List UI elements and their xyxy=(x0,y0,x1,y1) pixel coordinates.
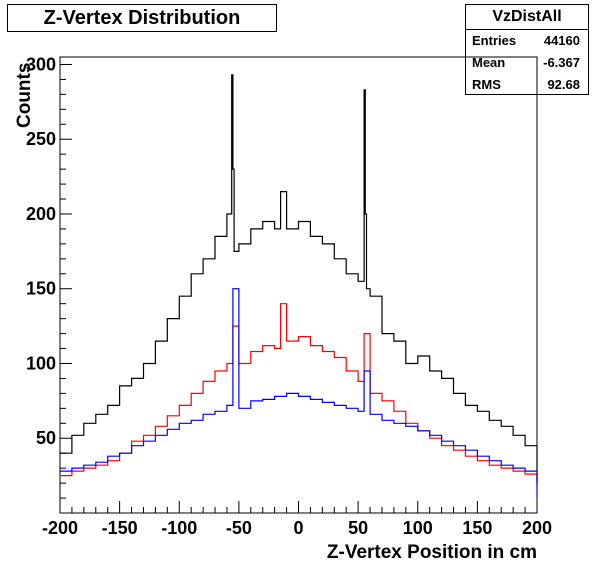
stats-label: Mean xyxy=(472,55,506,70)
stats-label: RMS xyxy=(472,77,501,92)
stats-value: -6.367 xyxy=(543,55,580,70)
axis-layer: -200 -150 -100 -50 0 50 100 150 200 50 100 150 200 25… xyxy=(26,54,552,538)
y-axis-label: Counts xyxy=(14,63,35,128)
x-tick-label: -100 xyxy=(161,518,197,538)
x-axis-label: Z-Vertex Position in cm xyxy=(327,542,537,563)
stats-box: VzDistAll Entries 44160 Mean -6.367 RMS … xyxy=(465,4,589,95)
stats-row-mean: Mean -6.367 xyxy=(466,52,588,74)
y-tick-label: 50 xyxy=(36,428,56,448)
stats-value: 92.68 xyxy=(547,77,580,92)
series-line-2 xyxy=(60,288,538,498)
x-tick-label: -200 xyxy=(42,518,78,538)
series-line-0 xyxy=(60,74,538,484)
stats-label: Entries xyxy=(472,33,517,48)
stats-row-entries: Entries 44160 xyxy=(466,30,588,52)
y-tick-label: 100 xyxy=(26,353,56,373)
x-tick-label: 200 xyxy=(522,518,552,538)
x-tick-label: -150 xyxy=(102,518,138,538)
stats-box-title: VzDistAll xyxy=(466,5,588,30)
series-layer xyxy=(60,74,538,498)
chart-title: Z-Vertex Distribution xyxy=(7,4,277,32)
y-tick-label: 200 xyxy=(26,204,56,224)
x-tick-label: 150 xyxy=(462,518,492,538)
series-line-1 xyxy=(60,303,538,484)
x-tick-label: -50 xyxy=(226,518,252,538)
y-tick-label: 150 xyxy=(26,279,56,299)
x-tick-label: 100 xyxy=(403,518,433,538)
y-tick-label: 250 xyxy=(26,129,56,149)
x-tick-label: 0 xyxy=(293,518,303,538)
y-tick-label: 300 xyxy=(26,54,56,74)
stats-value: 44160 xyxy=(543,33,580,48)
x-tick-label: 50 xyxy=(348,518,368,538)
stats-row-rms: RMS 92.68 xyxy=(466,74,588,96)
